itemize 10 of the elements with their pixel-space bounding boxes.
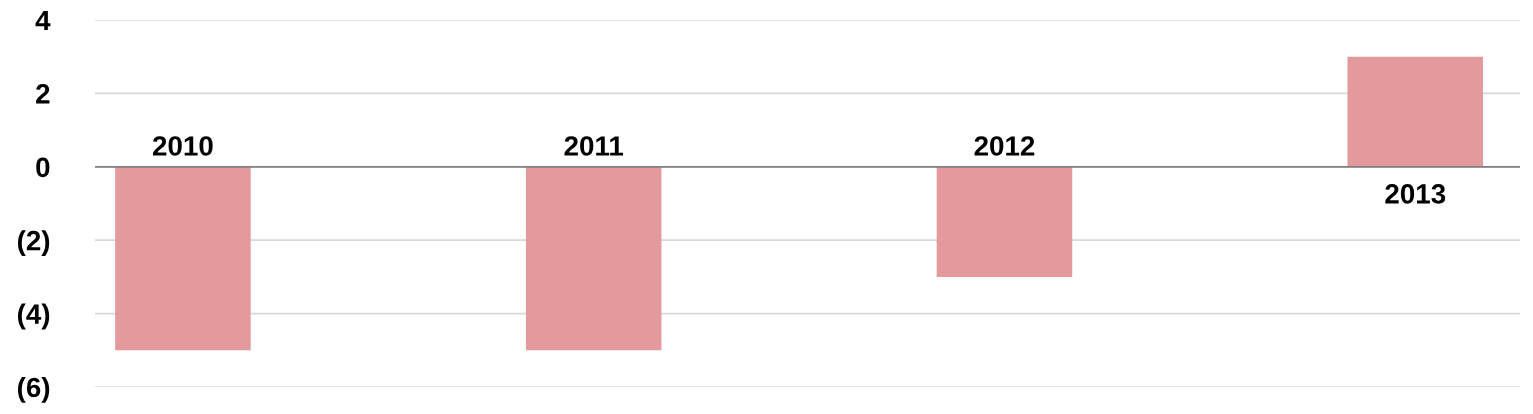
x-tick-label: 2010: [152, 136, 213, 156]
y-tick-label: (4): [17, 303, 50, 330]
x-tick-label: 2012: [974, 136, 1035, 156]
y-tick-label: 2: [36, 84, 50, 104]
y-tick-label: 4: [35, 10, 51, 31]
y-tick-label: (2): [17, 230, 50, 257]
x-tick-label: 2011: [564, 136, 624, 156]
x-tick-label: 2013: [1385, 184, 1446, 204]
y-tick-label: (6): [17, 376, 50, 403]
y-tick-label: 0: [36, 157, 50, 178]
